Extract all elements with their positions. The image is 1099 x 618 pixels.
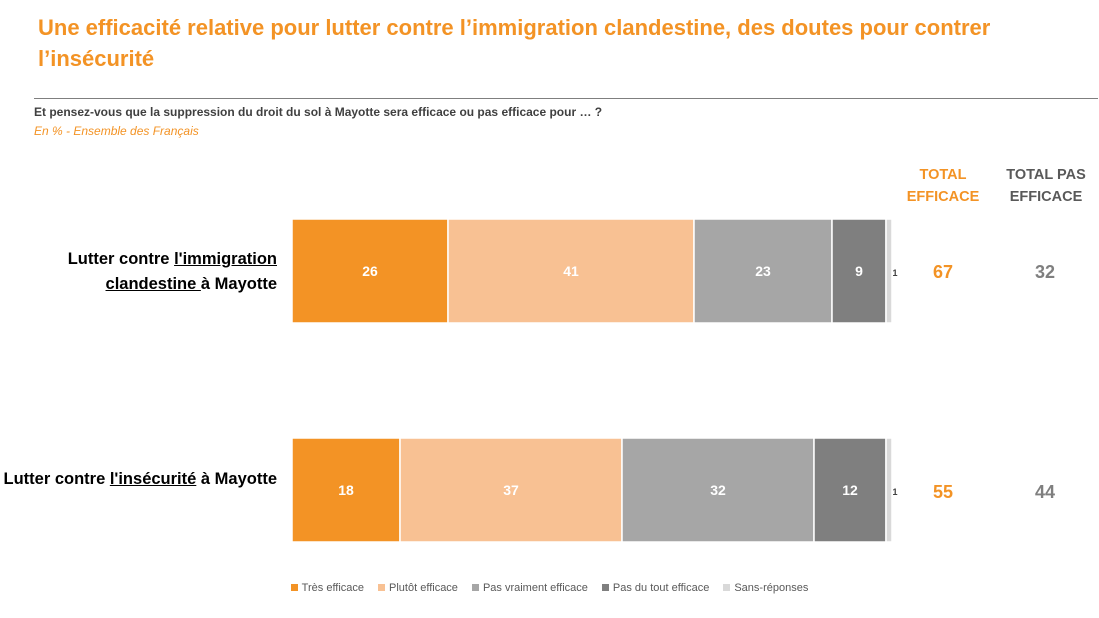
legend-item: Pas du tout efficace <box>601 582 710 594</box>
total-pas-efficace-value: 32 <box>1034 262 1056 282</box>
legend-label: Sans-réponses <box>734 582 809 594</box>
column-header-total-efficace: TOTAL EFFICACE <box>906 167 980 205</box>
row-label-part: à Mayotte <box>196 470 277 488</box>
chart-title: Une efficacité relative pour lutter cont… <box>38 15 991 71</box>
data-label: 37 <box>503 482 519 498</box>
row-label-underlined: l'immigration clandestine <box>105 250 277 293</box>
data-label: 1 <box>892 487 897 497</box>
legend-swatch <box>290 584 298 591</box>
legend-swatch <box>471 584 479 591</box>
legend-swatch <box>723 584 731 591</box>
legend-label: Plutôt efficace <box>389 582 458 594</box>
data-label: 41 <box>563 263 579 279</box>
bar-segment <box>399 437 623 543</box>
data-label: 9 <box>855 263 863 279</box>
data-label: 26 <box>362 263 378 279</box>
legend-item: Très efficace <box>290 582 365 594</box>
subtitle: En % - Ensemble des Français <box>34 124 199 138</box>
total-efficace-value: 67 <box>932 262 954 282</box>
bar-segment <box>621 437 815 543</box>
data-label: 23 <box>755 263 771 279</box>
question-text: Et pensez-vous que la suppression du dro… <box>34 105 603 119</box>
total-pas-efficace-value: 44 <box>1034 482 1056 502</box>
row-label-part: à Mayotte <box>200 275 277 293</box>
row-label-part: Lutter contre <box>67 250 175 268</box>
data-label: 1 <box>892 268 897 278</box>
total-efficace-value: 55 <box>932 482 954 502</box>
bar-segment <box>885 218 893 324</box>
bar-segment <box>447 218 695 324</box>
column-header-total-pas-efficace: TOTAL PAS EFFICACE <box>1006 167 1086 205</box>
bar-segment <box>813 437 887 543</box>
data-label: 18 <box>338 482 354 498</box>
row-label-insecurite: Lutter contre l'insécurité à Mayotte <box>4 467 278 492</box>
bar-segment <box>831 218 887 324</box>
legend-label: Pas vraiment efficace <box>482 582 588 594</box>
bar-segment <box>291 218 449 324</box>
legend-item: Sans-réponses <box>723 582 808 594</box>
bar-segment <box>885 437 893 543</box>
row-label-part: Lutter contre <box>3 470 110 488</box>
row-label-underlined: l'insécurité <box>109 470 197 488</box>
title-divider <box>34 98 1098 99</box>
legend-item: Plutôt efficace <box>378 582 458 594</box>
legend-swatch <box>601 584 609 591</box>
legend-label: Très efficace <box>301 582 365 594</box>
row-label-immigration: Lutter contre l'immigration clandestine … <box>0 247 277 297</box>
bar-segment <box>291 437 401 543</box>
legend-swatch <box>378 584 386 591</box>
legend-item: Pas vraiment efficace <box>471 582 588 594</box>
data-label: 12 <box>842 482 858 498</box>
legend-label: Pas du tout efficace <box>612 582 710 594</box>
legend: Très efficace Plutôt efficace Pas vraiment… <box>0 582 1099 594</box>
data-label: 32 <box>710 482 726 498</box>
